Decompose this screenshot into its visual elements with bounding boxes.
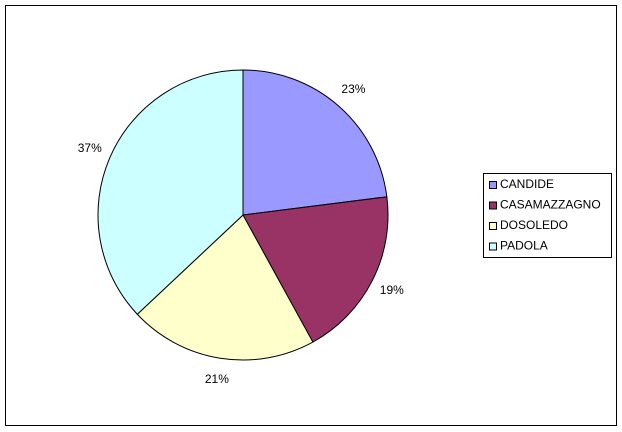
legend-swatch <box>489 201 497 210</box>
pie-slice <box>242 196 389 343</box>
data-label: 19% <box>380 283 404 297</box>
legend-swatch <box>489 181 497 189</box>
legend-swatch <box>489 222 497 230</box>
data-label: 23% <box>341 82 365 96</box>
data-label: 37% <box>78 141 102 155</box>
legend-swatch <box>489 242 497 251</box>
legend-label: PADOLA <box>500 239 548 253</box>
pie-slice <box>97 69 244 315</box>
legend-label: CANDIDE <box>500 177 554 191</box>
data-label: 21% <box>205 372 229 386</box>
legend-box <box>483 173 612 258</box>
legend-label: CASAMAZZAGNO <box>500 198 601 212</box>
pie-slice <box>242 69 388 216</box>
legend-label: DOSOLEDO <box>500 218 568 232</box>
pie-slice <box>136 214 314 361</box>
